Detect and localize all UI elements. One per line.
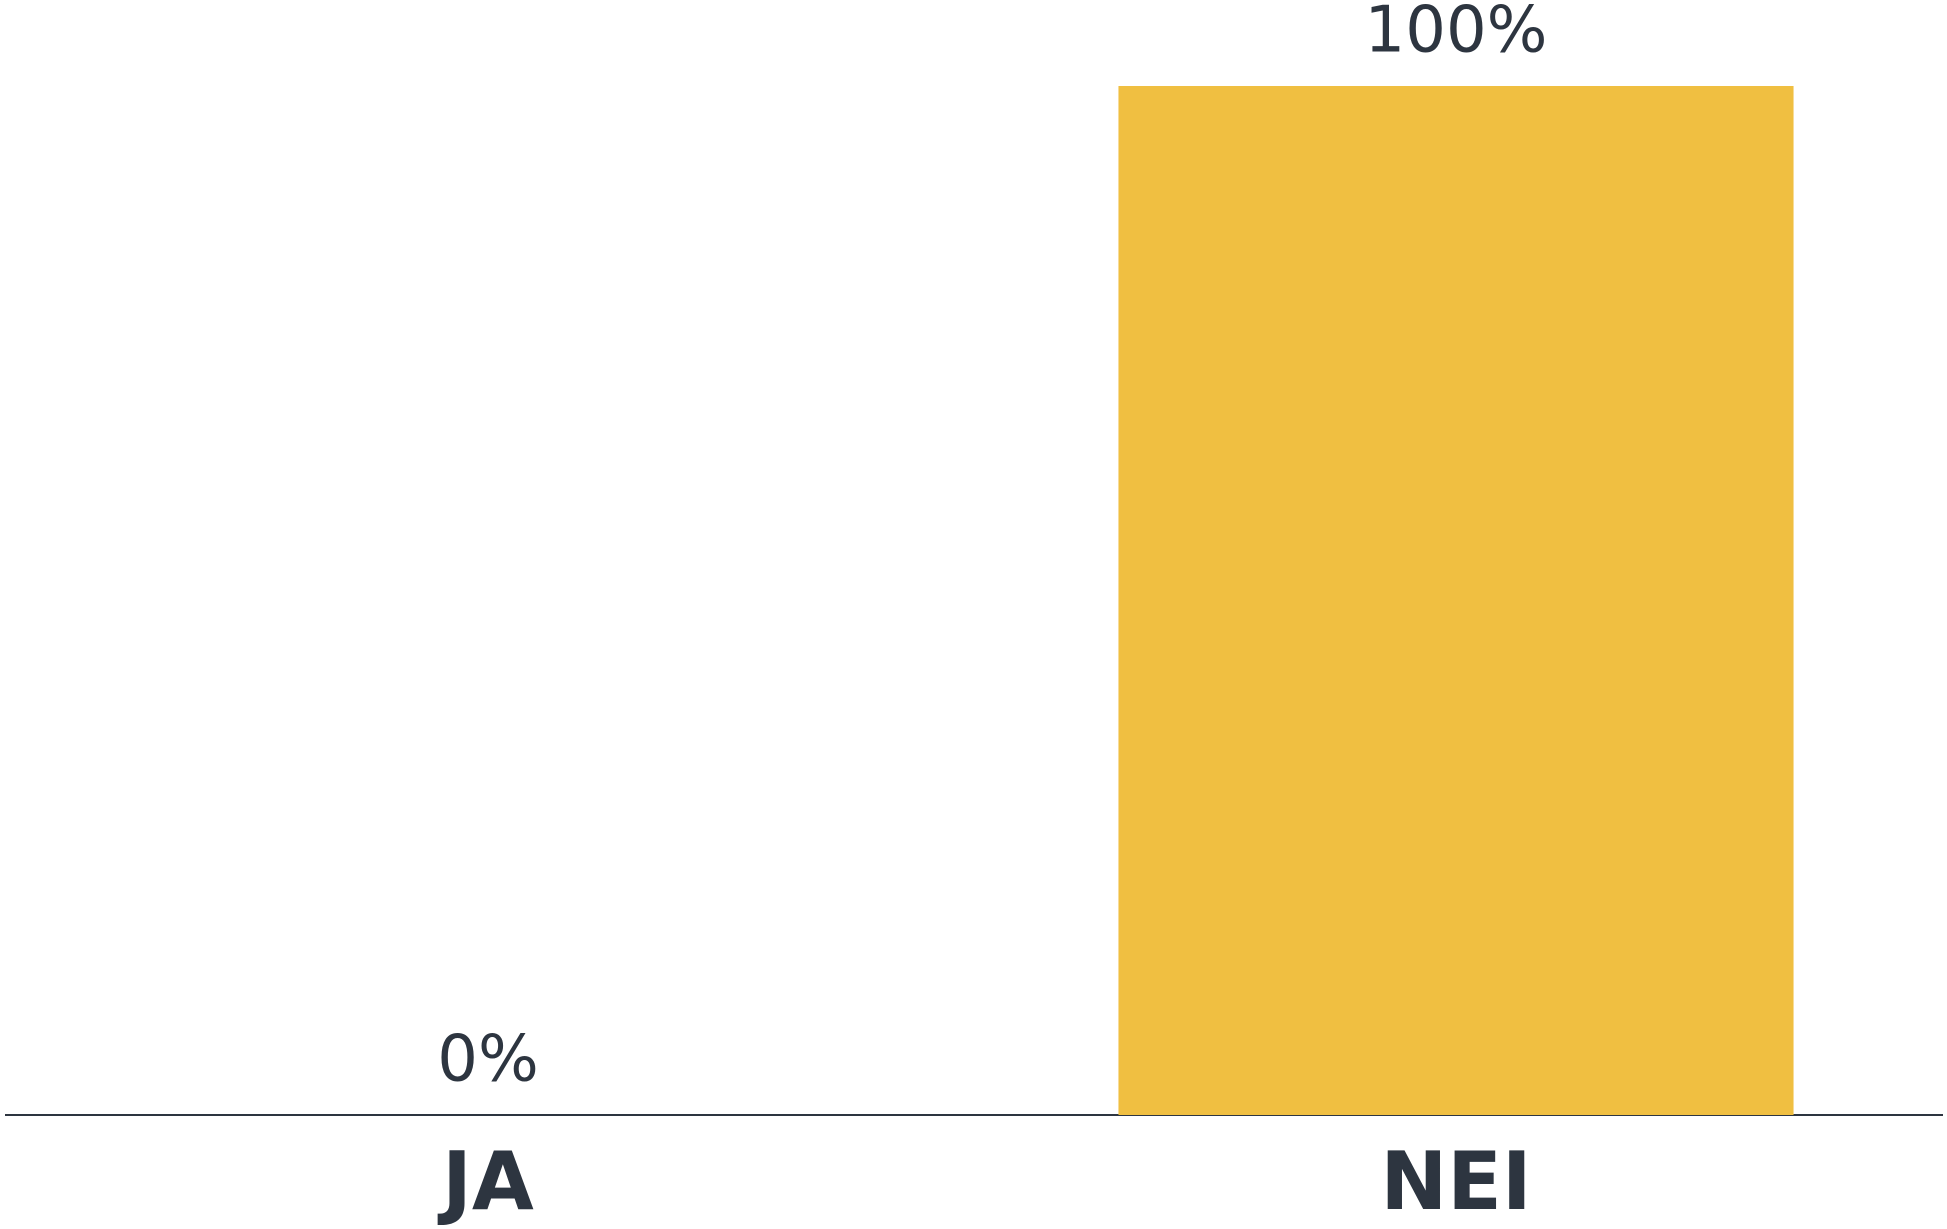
bar	[1118, 86, 1794, 1115]
x-tick-label: JA	[437, 1135, 534, 1228]
x-tick-label: NEI	[1380, 1135, 1531, 1228]
value-label: 100%	[1365, 0, 1548, 68]
value-label: 0%	[437, 1023, 539, 1097]
